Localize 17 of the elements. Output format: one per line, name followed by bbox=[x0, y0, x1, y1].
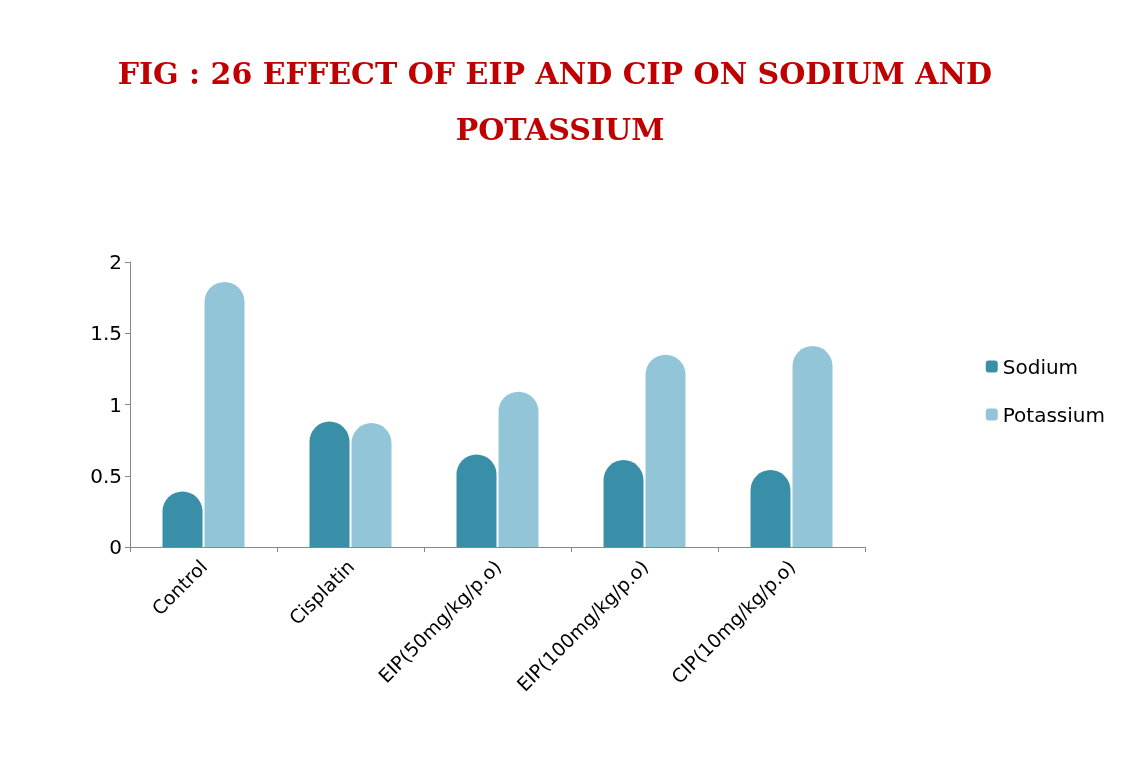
bar bbox=[645, 354, 686, 547]
bar bbox=[603, 460, 644, 547]
y-tick-label: 0 bbox=[109, 535, 122, 559]
y-tick-label: 2 bbox=[109, 250, 122, 274]
bar bbox=[351, 423, 392, 547]
bar bbox=[456, 454, 497, 547]
y-tick-label: 1.5 bbox=[90, 321, 122, 346]
legend-label: Sodium bbox=[1002, 354, 1079, 379]
bar bbox=[309, 421, 350, 547]
legend-label: Potassium bbox=[1002, 402, 1106, 427]
chart-title: FIG : 26 EFFECT OF EIP AND CIP ON SODIUM AND POTASSIUM bbox=[117, 55, 1003, 147]
bar bbox=[792, 346, 833, 547]
bar bbox=[750, 470, 791, 547]
y-tick-label: 1 bbox=[109, 392, 122, 417]
bar bbox=[204, 281, 245, 547]
bar bbox=[498, 391, 539, 547]
y-tick-label: 0.5 bbox=[90, 463, 122, 488]
